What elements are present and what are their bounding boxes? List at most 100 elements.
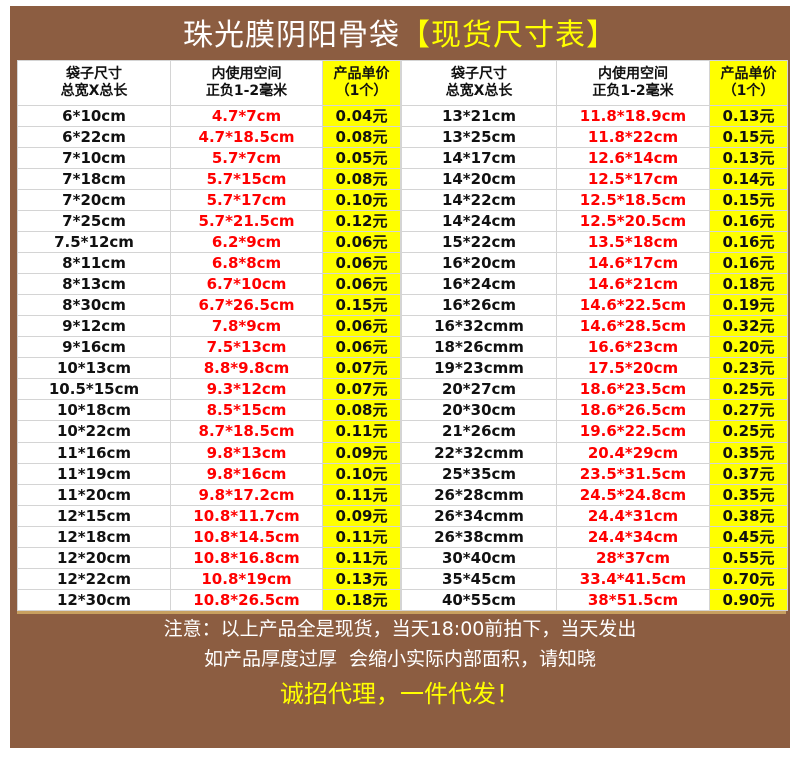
footer-notice: 注意：以上产品全是现货，当天18:00前拍下，当天发出 如产品厚度过厚 会缩小实… bbox=[10, 614, 790, 712]
unit-price-cell: 0.16元 bbox=[709, 231, 788, 254]
bag-size-cell: 8*13cm bbox=[17, 273, 171, 296]
unit-price-cell: 0.45元 bbox=[709, 525, 788, 548]
inner-size-cell: 18.6*26.5cm bbox=[556, 399, 710, 422]
bag-size-cell: 10*22cm bbox=[17, 420, 171, 443]
unit-price-cell: 0.11元 bbox=[322, 525, 401, 548]
table-row: 21*26cm 19.6*22.5cm 0.25元 bbox=[401, 420, 788, 443]
inner-size-cell: 12.5*18.5cm bbox=[556, 189, 710, 212]
inner-size-cell: 6.7*10cm bbox=[170, 273, 323, 296]
table-row: 7.5*12cm 6.2*9cm 0.06元 bbox=[17, 231, 401, 254]
table-row: 12*20cm 10.8*16.8cm 0.11元 bbox=[17, 546, 401, 569]
inner-size-cell: 7.8*9cm bbox=[170, 315, 323, 338]
unit-price-cell: 0.05元 bbox=[322, 147, 401, 170]
unit-price-cell: 0.08元 bbox=[322, 399, 401, 422]
unit-price-cell: 0.04元 bbox=[322, 104, 401, 128]
unit-price-cell: 0.32元 bbox=[709, 315, 788, 338]
table-row: 26*34cmm 24.4*31cm 0.38元 bbox=[401, 504, 788, 527]
bag-size-cell: 26*38cmm bbox=[401, 525, 557, 548]
inner-size-cell: 8.8*9.8cm bbox=[170, 357, 323, 380]
inner-size-cell: 11.8*22cm bbox=[556, 126, 710, 149]
unit-price-cell: 0.35元 bbox=[709, 441, 788, 464]
table-row: 6*10cm 4.7*7cm 0.04元 bbox=[17, 104, 401, 128]
bag-size-cell: 9*12cm bbox=[17, 315, 171, 338]
inner-size-cell: 12.5*20.5cm bbox=[556, 210, 710, 233]
title-highlight: 【现货尺寸表】 bbox=[400, 18, 617, 53]
table-row: 35*45cm 33.4*41.5cm 0.70元 bbox=[401, 567, 788, 590]
notice-line-2: 如产品厚度过厚 会缩小实际内部面积，请知晓 bbox=[203, 648, 597, 670]
unit-price-cell: 0.15元 bbox=[322, 294, 401, 317]
unit-price-cell: 0.15元 bbox=[709, 126, 788, 149]
size-tables: 袋子尺寸 总宽X总长 内使用空间 正负1-2毫米 产品单价 （1个） 6*10cm 4.… bbox=[17, 60, 788, 614]
unit-price-cell: 0.12元 bbox=[322, 210, 401, 233]
inner-size-cell: 24.4*31cm bbox=[556, 504, 710, 527]
bag-size-cell: 25*35cm bbox=[401, 462, 557, 485]
bag-size-cell: 12*18cm bbox=[17, 525, 171, 548]
agent-slogan: 诚招代理，一件代发！ bbox=[280, 680, 520, 708]
bag-size-cell: 13*25cm bbox=[401, 126, 557, 149]
bag-size-cell: 18*26cmm bbox=[401, 336, 557, 359]
unit-price-cell: 0.16元 bbox=[709, 210, 788, 233]
bag-size-cell: 7*20cm bbox=[17, 189, 171, 212]
bag-size-cell: 22*32cmm bbox=[401, 441, 557, 464]
unit-price-cell: 0.13元 bbox=[709, 104, 788, 128]
table-row: 16*26cm 14.6*22.5cm 0.19元 bbox=[401, 294, 788, 317]
inner-size-cell: 38*51.5cm bbox=[556, 588, 710, 612]
bag-size-cell: 8*30cm bbox=[17, 294, 171, 317]
bag-size-cell: 12*30cm bbox=[17, 588, 171, 612]
bag-size-cell: 10.5*15cm bbox=[17, 378, 171, 401]
table-row: 6*22cm 4.7*18.5cm 0.08元 bbox=[17, 126, 401, 149]
table-row: 7*10cm 5.7*7cm 0.05元 bbox=[17, 147, 401, 170]
inner-size-cell: 11.8*18.9cm bbox=[556, 104, 710, 128]
table-row: 26*28cmm 24.5*24.8cm 0.35元 bbox=[401, 483, 788, 506]
table-row: 40*55cm 38*51.5cm 0.90元 bbox=[401, 588, 788, 612]
title-main: 珠光膜阴阳骨袋 bbox=[183, 18, 400, 53]
table-row: 12*22cm 10.8*19cm 0.13元 bbox=[17, 567, 401, 590]
unit-price-cell: 0.25元 bbox=[709, 378, 788, 401]
inner-size-cell: 9.8*17.2cm bbox=[170, 483, 323, 506]
inner-size-cell: 6.7*26.5cm bbox=[170, 294, 323, 317]
bag-size-cell: 16*24cm bbox=[401, 273, 557, 296]
unit-price-cell: 0.35元 bbox=[709, 483, 788, 506]
unit-price-cell: 0.19元 bbox=[709, 294, 788, 317]
bag-size-cell: 6*10cm bbox=[17, 104, 171, 128]
table-row: 14*20cm 12.5*17cm 0.14元 bbox=[401, 168, 788, 191]
table-row: 18*26cmm 16.6*23cm 0.20元 bbox=[401, 336, 788, 359]
inner-size-cell: 28*37cm bbox=[556, 546, 710, 569]
table-row: 16*20cm 14.6*17cm 0.16元 bbox=[401, 252, 788, 275]
inner-size-cell: 4.7*18.5cm bbox=[170, 126, 323, 149]
inner-size-cell: 10.8*14.5cm bbox=[170, 525, 323, 548]
bag-size-cell: 14*20cm bbox=[401, 168, 557, 191]
table-row: 14*17cm 12.6*14cm 0.13元 bbox=[401, 147, 788, 170]
inner-size-cell: 10.8*26.5cm bbox=[170, 588, 323, 612]
bag-size-cell: 26*34cmm bbox=[401, 504, 557, 527]
bag-size-cell: 12*22cm bbox=[17, 567, 171, 590]
bag-size-cell: 7*25cm bbox=[17, 210, 171, 233]
table-row: 9*12cm 7.8*9cm 0.06元 bbox=[17, 315, 401, 338]
inner-size-cell: 19.6*22.5cm bbox=[556, 420, 710, 443]
unit-price-cell: 0.08元 bbox=[322, 126, 401, 149]
unit-price-cell: 0.11元 bbox=[322, 420, 401, 443]
bag-size-cell: 7*18cm bbox=[17, 168, 171, 191]
inner-size-cell: 9.3*12cm bbox=[170, 378, 323, 401]
unit-price-cell: 0.06元 bbox=[322, 273, 401, 296]
table-row: 26*38cmm 24.4*34cm 0.45元 bbox=[401, 525, 788, 548]
table-row: 15*22cm 13.5*18cm 0.16元 bbox=[401, 231, 788, 254]
table-row: 10*18cm 8.5*15cm 0.08元 bbox=[17, 399, 401, 422]
inner-size-cell: 6.8*8cm bbox=[170, 252, 323, 275]
table-row: 13*25cm 11.8*22cm 0.15元 bbox=[401, 126, 788, 149]
bag-size-cell: 12*15cm bbox=[17, 504, 171, 527]
page-frame: 珠光膜阴阳骨袋 【现货尺寸表】 袋子尺寸 总宽X总长 内使用空间 正负1-2毫米 产… bbox=[10, 6, 790, 748]
inner-size-cell: 5.7*15cm bbox=[170, 168, 323, 191]
unit-price-cell: 0.55元 bbox=[709, 546, 788, 569]
table-row: 20*27cm 18.6*23.5cm 0.25元 bbox=[401, 378, 788, 401]
bag-size-cell: 16*26cm bbox=[401, 294, 557, 317]
inner-size-cell: 14.6*17cm bbox=[556, 252, 710, 275]
inner-size-cell: 14.6*21cm bbox=[556, 273, 710, 296]
table-header: 袋子尺寸 总宽X总长 内使用空间 正负1-2毫米 产品单价 （1个） bbox=[401, 60, 788, 106]
inner-size-cell: 4.7*7cm bbox=[170, 104, 323, 128]
inner-size-cell: 10.8*19cm bbox=[170, 567, 323, 590]
header-size: 袋子尺寸 总宽X总长 bbox=[401, 60, 557, 106]
table-row: 8*13cm 6.7*10cm 0.06元 bbox=[17, 273, 401, 296]
unit-price-cell: 0.10元 bbox=[322, 189, 401, 212]
unit-price-cell: 0.08元 bbox=[322, 168, 401, 191]
